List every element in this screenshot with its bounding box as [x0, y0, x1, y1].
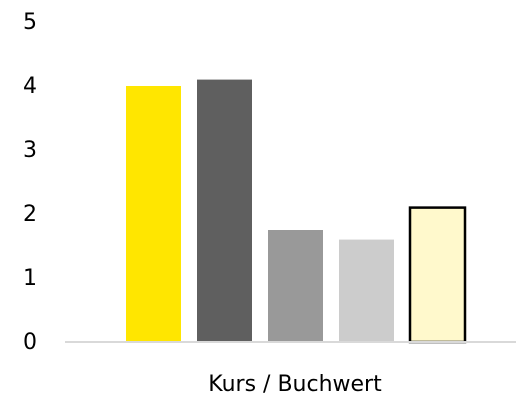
bar	[126, 86, 181, 342]
y-tick-label: 0	[23, 330, 37, 355]
bar	[339, 239, 394, 342]
y-tick-label: 4	[23, 74, 37, 99]
x-axis-label: Kurs / Buchwert	[208, 372, 382, 397]
y-tick-label: 5	[23, 10, 37, 35]
bar	[268, 230, 323, 342]
y-tick-label: 1	[23, 266, 37, 291]
y-tick-label: 2	[23, 202, 37, 227]
bar	[408, 206, 467, 344]
bar	[197, 79, 252, 342]
y-tick-label: 3	[23, 138, 37, 163]
